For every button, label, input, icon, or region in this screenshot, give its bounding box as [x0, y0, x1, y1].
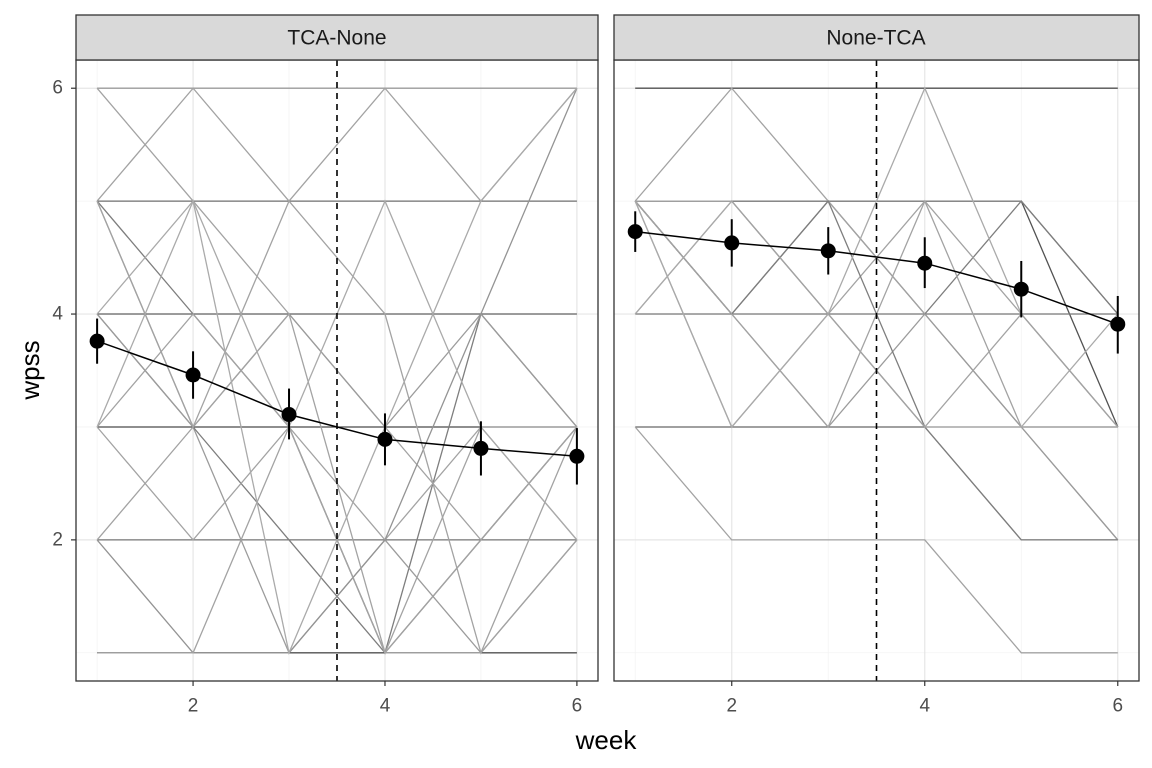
x-tick-label: 4: [380, 696, 391, 717]
y-tick-label: 4: [52, 304, 63, 325]
y-tick-label: 6: [52, 78, 63, 99]
mean-point: [281, 407, 297, 423]
individual-trajectory: [96, 87, 578, 655]
mean-layer: [89, 318, 585, 485]
individual-trajectory: [96, 87, 578, 654]
mean-line: [635, 230, 1119, 325]
x-axis-title: week: [575, 725, 638, 755]
mean-line: [96, 340, 577, 458]
mean-point: [1013, 281, 1029, 297]
x-tick-label: 2: [726, 696, 737, 717]
strip-background: [613, 14, 1140, 61]
individual-trajectory: [96, 199, 578, 655]
x-tick-label: 6: [572, 696, 583, 717]
mean-layer: [627, 211, 1126, 354]
x-tick-label: 2: [188, 696, 199, 717]
mean-point: [917, 255, 933, 271]
mean-point: [569, 448, 585, 464]
mean-point: [473, 440, 489, 456]
y-axis: 2 4 6: [52, 78, 76, 550]
mean-point: [627, 224, 643, 240]
mean-point: [377, 431, 393, 447]
mean-point: [1110, 316, 1126, 332]
individual-trajectory: [634, 426, 1118, 654]
panel-none-tca: None-TCA 2 4 6: [613, 14, 1140, 717]
x-tick-label: 6: [1112, 696, 1123, 717]
mean-point: [820, 243, 836, 259]
y-axis-title: wpss: [15, 340, 45, 400]
strip-label: TCA-None: [287, 27, 386, 50]
x-tick-label: 4: [919, 696, 930, 717]
strip-background: [75, 14, 599, 61]
x-axis: 2 4 6: [188, 681, 582, 717]
y-tick-label: 2: [52, 529, 63, 550]
mean-point: [185, 367, 201, 383]
x-axis: 2 4 6: [726, 681, 1123, 717]
strip-label: None-TCA: [826, 27, 925, 50]
mean-point: [724, 235, 740, 251]
panel-tca-none: TCA-None 2 4 6: [75, 14, 599, 717]
mean-point: [89, 333, 105, 349]
